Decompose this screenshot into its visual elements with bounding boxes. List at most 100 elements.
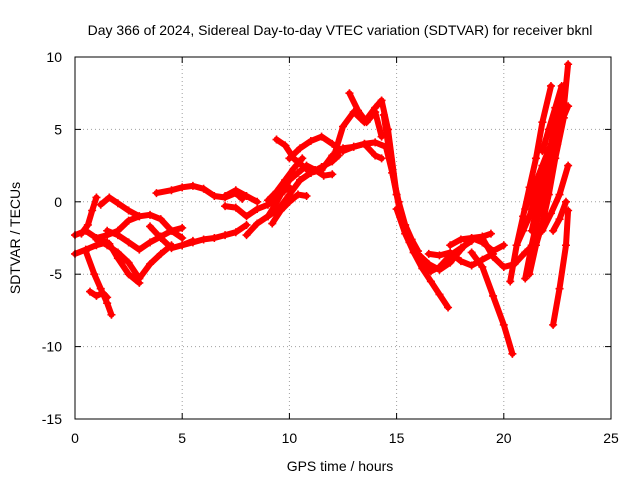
- data-point: [96, 200, 105, 209]
- data-point: [546, 139, 555, 148]
- data-point: [559, 113, 568, 122]
- data-point: [156, 234, 165, 242]
- data-point: [242, 212, 251, 221]
- data-point: [551, 154, 560, 163]
- data-point: [381, 142, 390, 151]
- data-point: [146, 222, 155, 231]
- data-point: [506, 277, 515, 286]
- series-s15: [242, 138, 390, 240]
- data-point: [435, 290, 444, 299]
- y-axis-label: SDTVAR / TECUs: [7, 182, 23, 294]
- data-point: [544, 190, 553, 199]
- data-point: [86, 287, 95, 296]
- series-s6: [96, 193, 144, 221]
- data-point: [544, 125, 553, 134]
- data-point: [362, 118, 371, 127]
- data-point: [317, 132, 326, 141]
- data-point: [268, 219, 277, 228]
- data-point: [546, 81, 555, 90]
- x-axis-label: GPS time / hours: [287, 458, 394, 474]
- y-tick-label: -15: [42, 411, 62, 427]
- data-point: [319, 171, 328, 180]
- data-point: [98, 289, 107, 298]
- data-point: [424, 249, 433, 258]
- data-point: [446, 241, 455, 250]
- data-point: [124, 216, 133, 225]
- data-point: [199, 184, 208, 193]
- data-point: [538, 147, 547, 156]
- series-line-s15: [243, 139, 389, 239]
- series-s8: [96, 235, 144, 287]
- data-point: [135, 212, 144, 221]
- series-s30: [467, 248, 517, 358]
- data-point: [113, 199, 122, 208]
- data-point: [285, 190, 294, 199]
- data-point: [486, 229, 495, 238]
- data-point: [349, 142, 358, 151]
- data-point: [105, 239, 114, 248]
- data-point: [152, 189, 161, 198]
- y-tick-label: -5: [50, 266, 63, 282]
- y-tick-label: 0: [54, 194, 62, 210]
- series-s27: [401, 226, 453, 312]
- data-point: [306, 136, 315, 145]
- data-point: [263, 196, 272, 205]
- y-tick-label: 10: [46, 49, 62, 65]
- series-line-s27: [402, 227, 452, 311]
- series-s41: [549, 197, 570, 235]
- data-point: [146, 238, 155, 247]
- series-s23: [345, 89, 386, 141]
- data-point: [489, 291, 498, 300]
- data-point: [178, 241, 187, 250]
- data-point: [298, 154, 307, 163]
- y-tick-label: -10: [42, 339, 62, 355]
- data-point: [478, 234, 487, 242]
- series-s28: [424, 248, 498, 270]
- data-point: [456, 235, 465, 244]
- data-point: [555, 284, 564, 293]
- data-point: [92, 193, 101, 202]
- series-s38: [538, 81, 566, 156]
- series-line-s4: [87, 288, 111, 301]
- data-point: [188, 181, 197, 190]
- data-point: [499, 262, 508, 271]
- data-point: [561, 241, 570, 250]
- data-point: [210, 234, 219, 242]
- series-line-s39: [539, 162, 572, 234]
- data-point: [276, 190, 285, 199]
- plot-border: [74, 56, 612, 420]
- data-point: [77, 229, 86, 238]
- chart-title: Day 366 of 2024, Sidereal Day-to-day VTE…: [88, 22, 593, 38]
- data-point: [328, 170, 337, 179]
- data-point: [549, 320, 558, 329]
- data-point: [564, 60, 573, 69]
- series-s39: [538, 161, 573, 235]
- data-point: [564, 161, 573, 170]
- data-point: [221, 202, 230, 211]
- data-point: [146, 210, 155, 219]
- data-point: [289, 164, 298, 173]
- x-tick-label: 25: [603, 430, 619, 446]
- data-point: [446, 248, 455, 257]
- data-point: [107, 310, 116, 319]
- data-point: [555, 215, 564, 224]
- data-point: [377, 96, 386, 105]
- data-point: [499, 320, 508, 329]
- data-point: [276, 206, 285, 215]
- data-point: [489, 252, 498, 261]
- data-point: [534, 197, 543, 206]
- data-point: [92, 291, 101, 300]
- data-point: [371, 108, 380, 117]
- data-point: [253, 205, 262, 214]
- data-point: [531, 241, 540, 250]
- series-line-s31: [479, 235, 539, 270]
- series-line-s37: [528, 83, 567, 234]
- data-point: [210, 192, 219, 201]
- data-point: [549, 226, 558, 235]
- data-point: [435, 262, 444, 271]
- data-point: [90, 270, 99, 279]
- data-point: [551, 103, 560, 112]
- y-tick-label: 5: [54, 121, 62, 137]
- data-point: [135, 278, 144, 287]
- data-point: [394, 197, 403, 206]
